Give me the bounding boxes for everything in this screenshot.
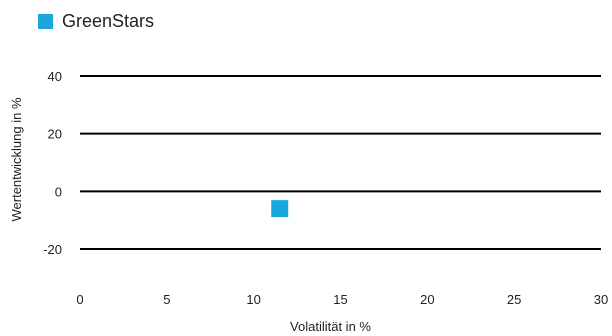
y-tick-label: 40 [48, 69, 62, 84]
data-point [271, 200, 289, 218]
x-axis-title: Volatilität in % [290, 319, 371, 334]
y-axis-title: Wertentwicklung in % [9, 97, 24, 221]
x-tick-label: 25 [507, 292, 521, 307]
x-tick-label: 15 [333, 292, 347, 307]
x-tick-label: 0 [76, 292, 83, 307]
gridlines [80, 75, 601, 250]
legend: GreenStars [38, 11, 154, 32]
x-tick-label: 5 [163, 292, 170, 307]
legend-label: GreenStars [62, 11, 155, 31]
x-tick-label: 10 [246, 292, 260, 307]
y-tick-label: 20 [48, 127, 62, 142]
y-tick-label: -20 [43, 242, 62, 257]
legend-swatch [38, 14, 53, 29]
y-tick-labels: 40 20 0 -20 [43, 69, 62, 257]
x-tick-label: 30 [594, 292, 608, 307]
x-tick-label: 20 [420, 292, 434, 307]
data-points [271, 200, 289, 218]
y-tick-label: 0 [55, 184, 62, 199]
x-tick-labels: 0 5 10 15 20 25 30 [76, 292, 608, 307]
